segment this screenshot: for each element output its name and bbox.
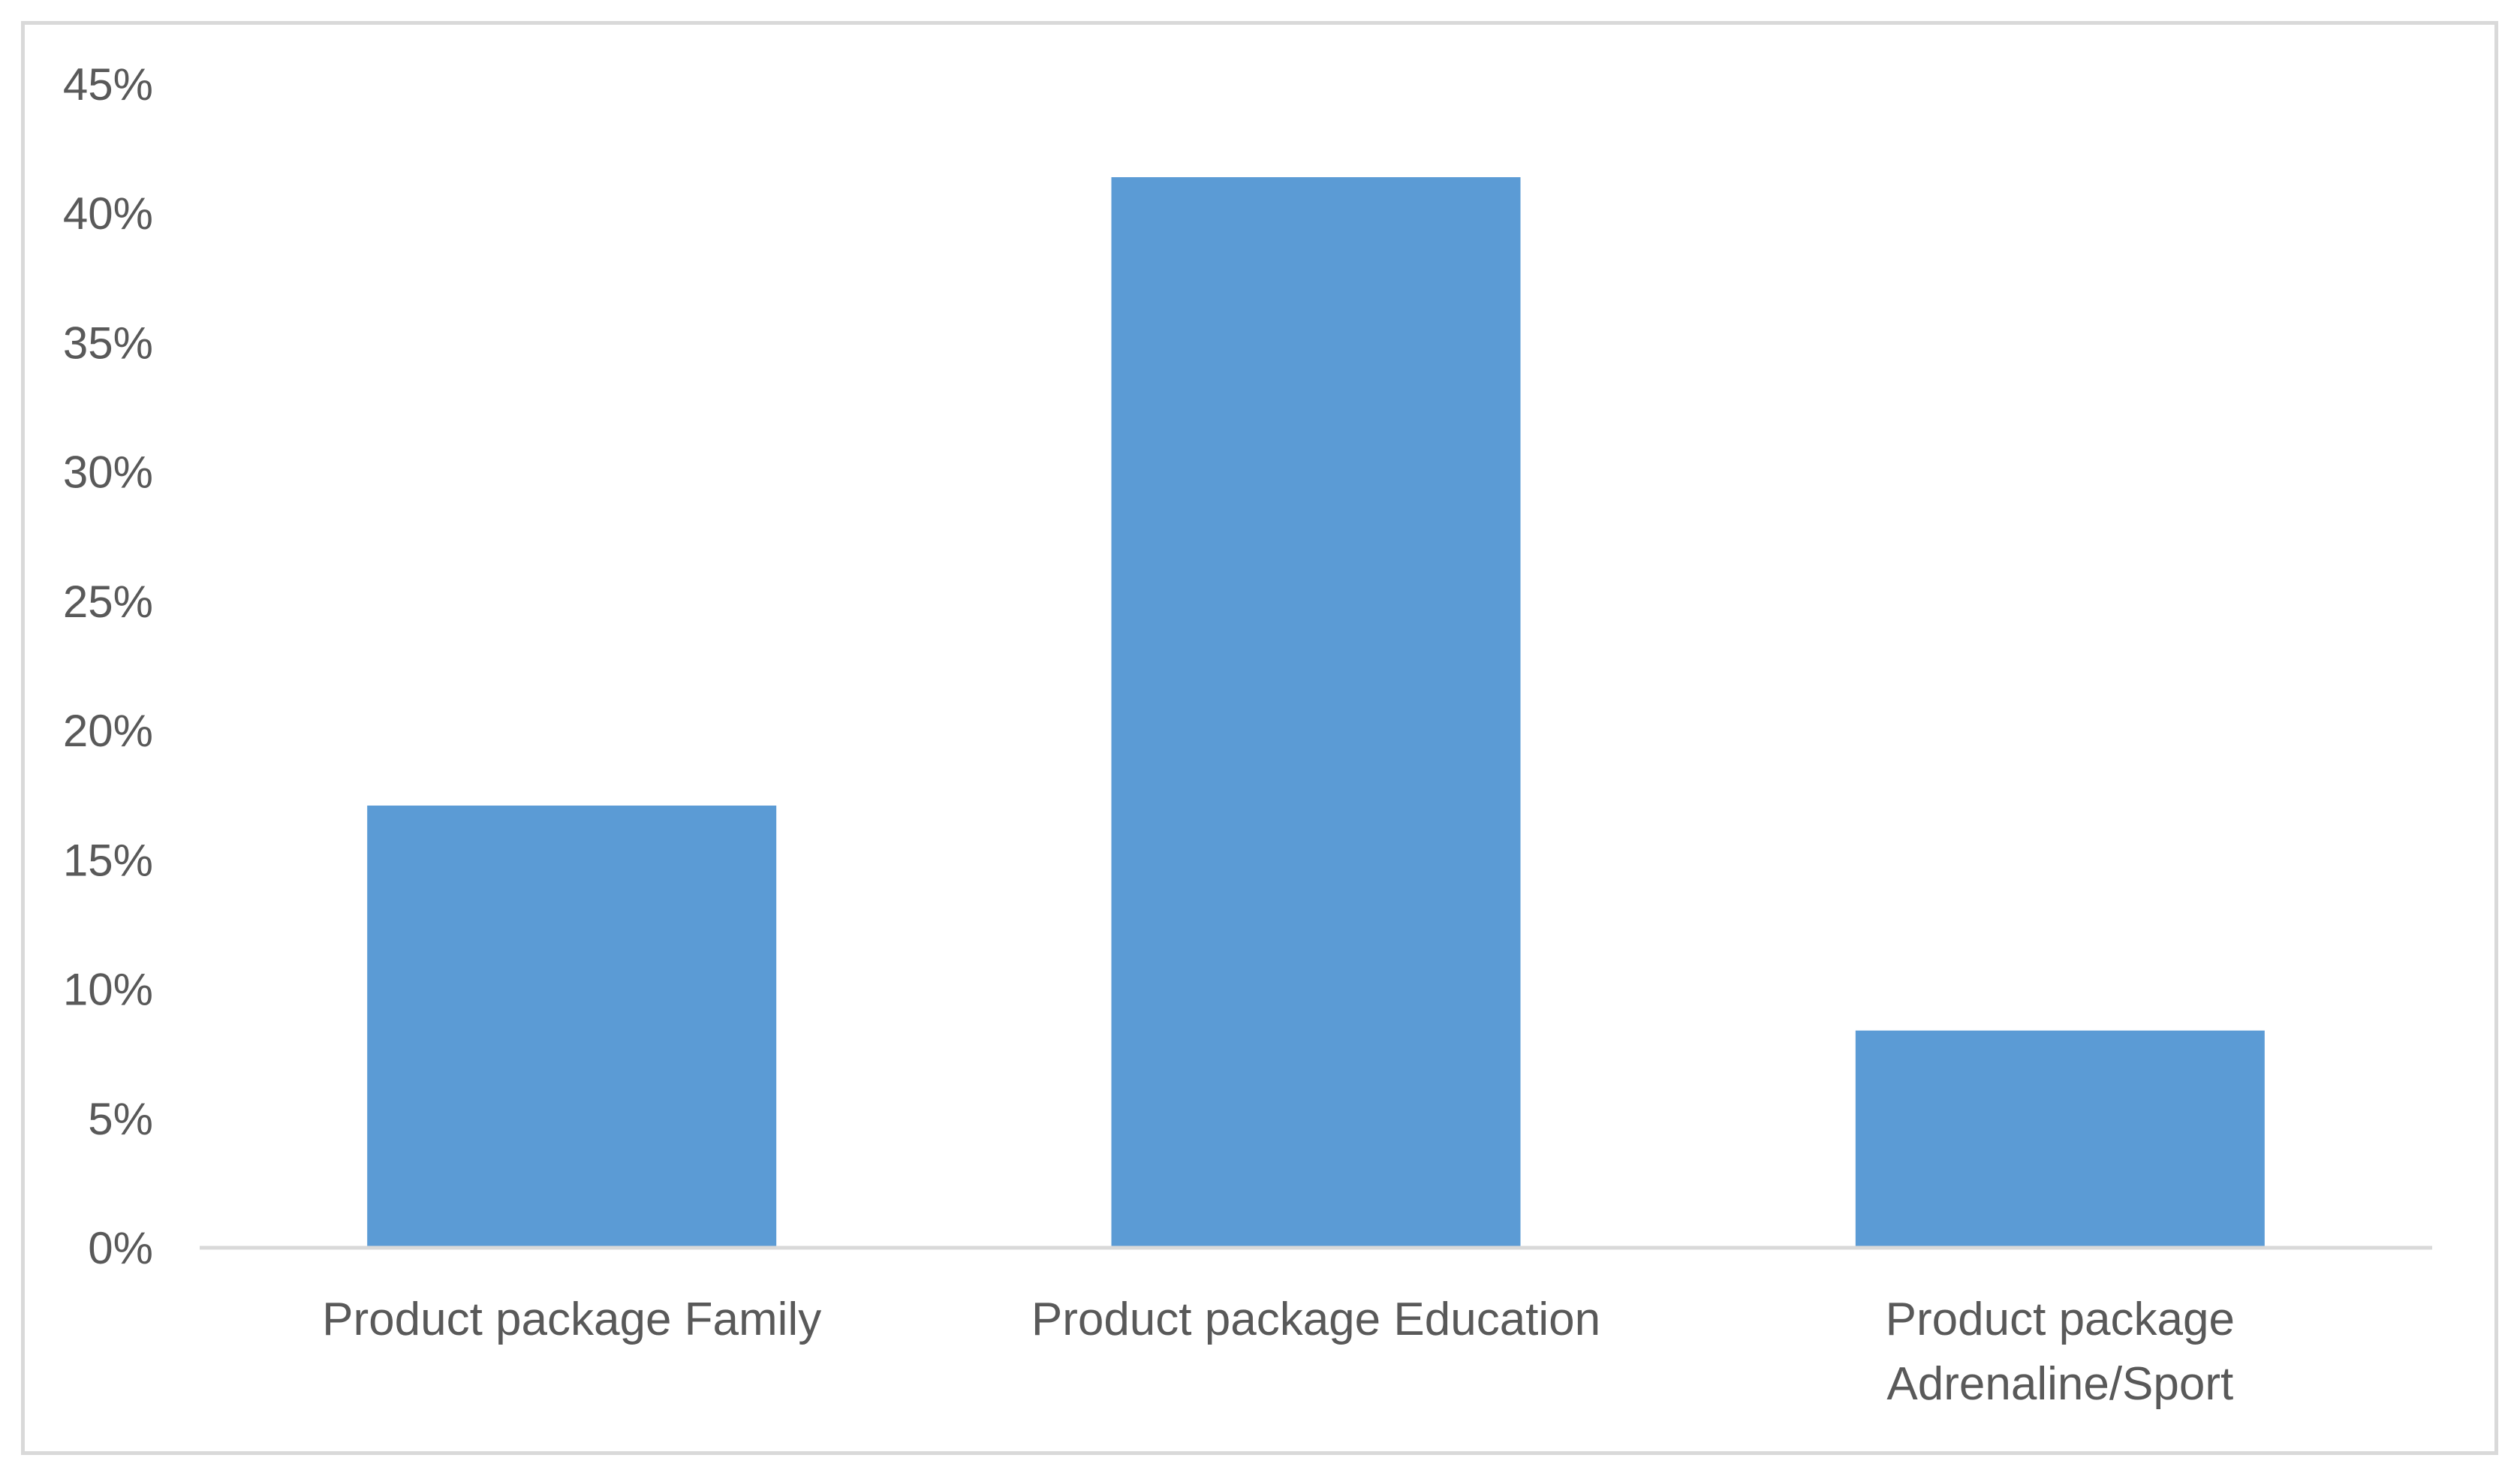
x-tick-label: Product package Education (1031, 1294, 1600, 1345)
y-tick-label: 15% (63, 835, 153, 885)
y-tick-label: 45% (63, 59, 153, 110)
bar (367, 806, 777, 1248)
y-tick-label: 25% (63, 577, 153, 627)
bar (1111, 177, 1521, 1248)
y-tick-label: 20% (63, 706, 153, 756)
bars (367, 177, 2265, 1248)
y-tick-label: 5% (88, 1094, 153, 1144)
x-tick-label: Product package (1886, 1294, 2235, 1345)
y-tick-label: 10% (63, 965, 153, 1015)
y-tick-label: 30% (63, 447, 153, 498)
y-tick-label: 0% (88, 1223, 153, 1273)
y-tick-label: 40% (63, 188, 153, 239)
bar (1855, 1030, 2265, 1248)
x-tick-label: Adrenaline/Sport (1886, 1358, 2233, 1410)
y-axis: 0% 5% 10% 15% 20% 25% 30% 35% 40% 45% (63, 59, 153, 1273)
y-tick-label: 35% (63, 318, 153, 368)
x-axis: Product package Family Product package Ed… (322, 1294, 2235, 1410)
x-tick-label: Product package Family (322, 1294, 821, 1345)
